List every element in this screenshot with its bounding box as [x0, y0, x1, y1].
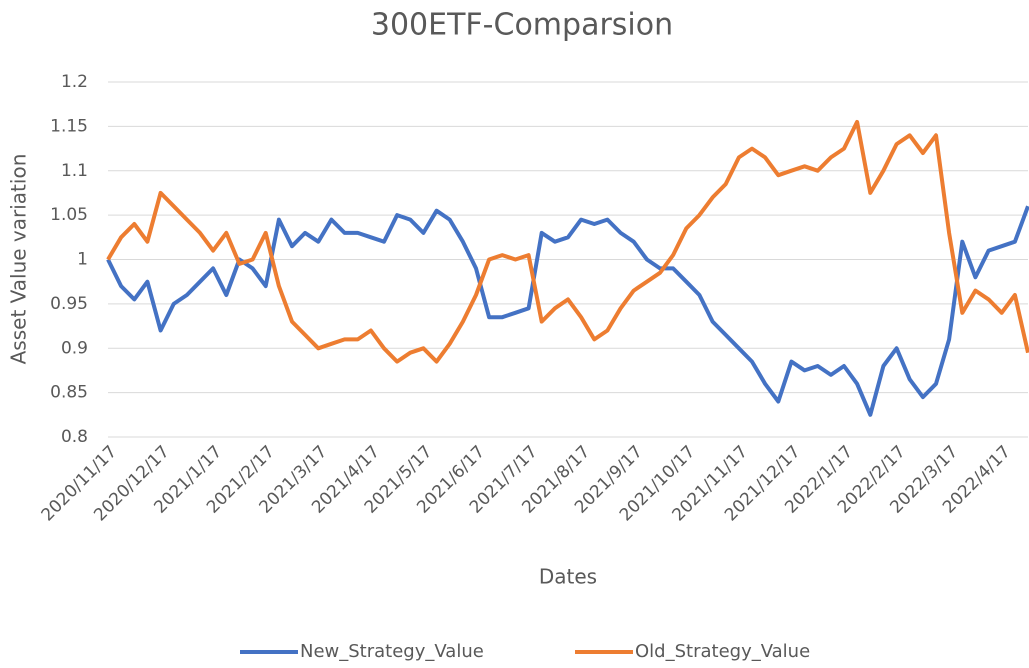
y-tick-label: 1.1: [61, 161, 88, 181]
y-tick-label: 0.9: [61, 338, 88, 358]
data-line: [106, 205, 1029, 417]
legend-label: Old_Strategy_Value: [635, 641, 810, 662]
y-tick-label: 0.8: [61, 427, 88, 447]
y-tick-label: 1.2: [61, 72, 88, 92]
y-tick-label: 1: [77, 250, 88, 270]
chart-title: 300ETF-Comparsion: [371, 8, 673, 43]
legend-label: New_Strategy_Value: [300, 641, 484, 662]
y-tick-label: 1.15: [50, 116, 88, 136]
x-axis-title: Dates: [539, 565, 597, 589]
y-tick-label: 0.95: [50, 294, 88, 314]
data-line: [106, 119, 1029, 364]
y-axis-title: Asset Value variation: [7, 154, 31, 365]
y-tick-label: 0.85: [50, 383, 88, 403]
y-tick-label: 1.05: [50, 205, 88, 225]
